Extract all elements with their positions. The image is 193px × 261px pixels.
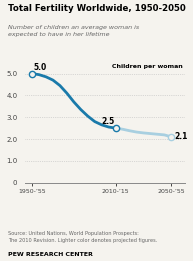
Text: Children per woman: Children per woman: [112, 64, 183, 69]
Text: 2.1: 2.1: [174, 132, 188, 141]
Text: 5.0: 5.0: [33, 63, 47, 72]
Text: Total Fertility Worldwide, 1950-2050: Total Fertility Worldwide, 1950-2050: [8, 4, 185, 13]
Text: PEW RESEARCH CENTER: PEW RESEARCH CENTER: [8, 252, 93, 257]
Text: Number of children an average woman is
expected to have in her lifetime: Number of children an average woman is e…: [8, 25, 139, 37]
Text: 2.5: 2.5: [101, 117, 114, 126]
Text: Source: United Nations, World Population Prospects:
The 2010 Revision. Lighter c: Source: United Nations, World Population…: [8, 231, 157, 242]
